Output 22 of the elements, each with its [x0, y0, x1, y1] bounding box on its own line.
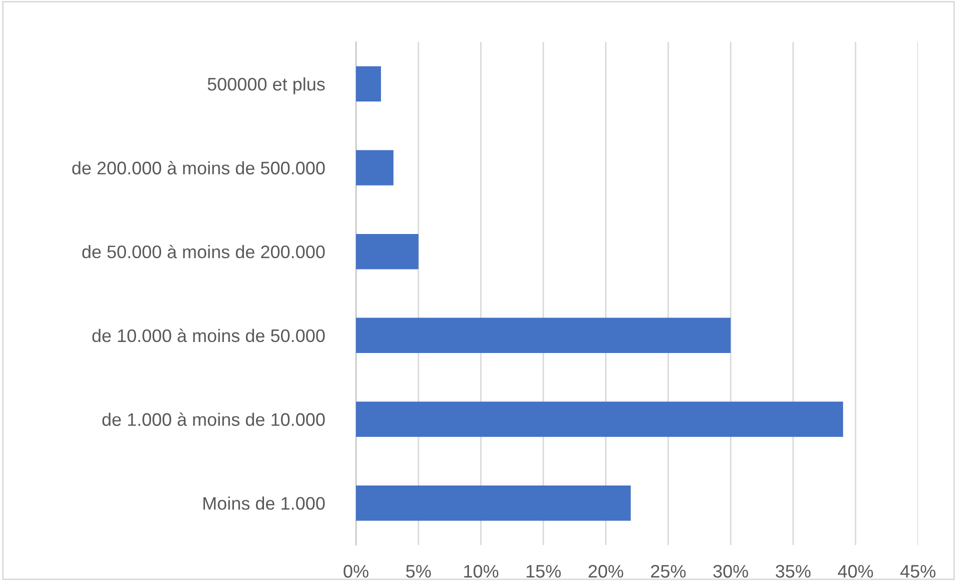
x-tick-label: 25% — [651, 564, 686, 578]
bar — [356, 234, 418, 270]
y-tick-label: 500000 et plus — [208, 77, 325, 94]
y-tick-label: de 1.000 à moins de 10.000 — [102, 412, 325, 426]
bar — [356, 485, 631, 521]
y-tick-label: de 50.000 à moins de 200.000 — [82, 244, 325, 258]
x-tick-label: 30% — [713, 564, 748, 578]
bar — [356, 150, 394, 186]
y-tick-label: Moins de 1.000 — [203, 496, 325, 510]
x-tick-label: 45% — [900, 565, 936, 578]
y-tick-label: de 200.000 à moins de 500.000 — [72, 160, 325, 174]
bar — [356, 66, 381, 102]
x-tick-label: 0% — [344, 564, 368, 578]
x-tick-label: 20% — [588, 564, 624, 578]
bar — [356, 318, 731, 354]
x-tick-label: 15% — [526, 565, 561, 578]
x-tick-label: 5% — [406, 565, 431, 578]
bar — [356, 402, 844, 437]
x-tick-label: 35% — [776, 564, 811, 578]
x-tick-label: 10% — [464, 564, 498, 578]
y-tick-label: de 10.000 à moins de 50.000 — [92, 328, 325, 342]
x-tick-label: 40% — [838, 564, 873, 578]
